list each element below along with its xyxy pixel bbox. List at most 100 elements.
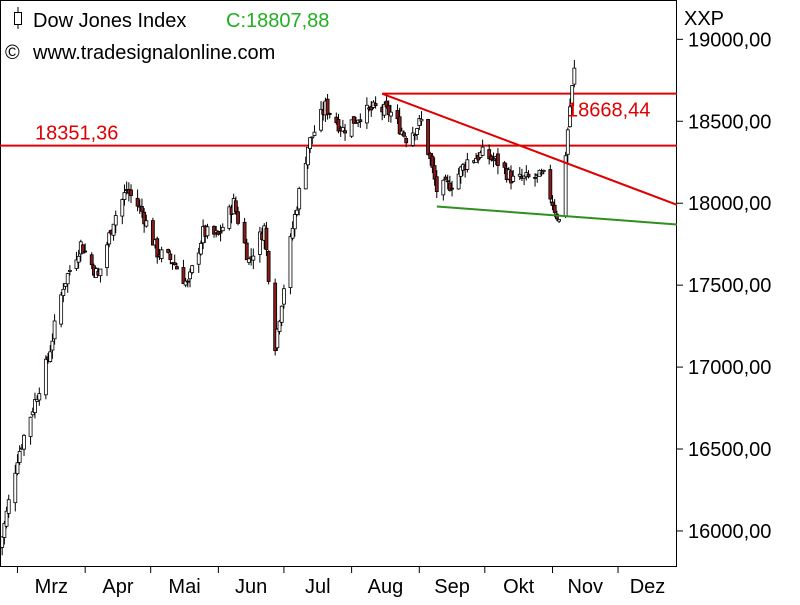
candle-icon — [14, 7, 22, 29]
y-tick-label: 16500,00 — [688, 439, 771, 461]
candle-body — [430, 155, 435, 168]
candle-body — [572, 67, 577, 85]
x-tick-label: Jul — [305, 576, 331, 598]
candle-body — [568, 106, 572, 128]
candle-body — [297, 188, 302, 210]
candle-body — [325, 98, 330, 115]
candle-body — [319, 109, 323, 131]
horizontal-resistance-label: 18351,36 — [35, 123, 118, 145]
candle-body — [306, 146, 310, 166]
descending-trendline — [381, 92, 678, 206]
candle-body — [150, 220, 155, 246]
candle-body — [266, 250, 271, 282]
candle-body — [511, 175, 516, 182]
candle-body — [220, 226, 225, 232]
candle-body — [159, 249, 164, 259]
candle-body — [373, 103, 378, 106]
candle-body — [548, 169, 553, 200]
candle-body — [98, 268, 103, 277]
candle-body — [557, 219, 561, 222]
x-tick-label: Jun — [235, 576, 267, 598]
candle-body — [264, 227, 269, 251]
y-tick-label: 19000,00 — [688, 29, 771, 51]
candle-body — [67, 270, 72, 272]
candle-body — [303, 163, 308, 190]
candle-body — [417, 118, 422, 126]
candle-body — [275, 328, 280, 349]
candle-body — [15, 462, 20, 475]
candle-body — [135, 197, 140, 207]
candle-body — [48, 351, 53, 362]
support-trendline — [436, 205, 678, 226]
candle-body — [487, 149, 492, 160]
candle-body — [188, 271, 192, 280]
candle-body — [539, 172, 544, 175]
candle-body — [434, 176, 439, 193]
candle-body — [445, 180, 450, 183]
candle-body — [382, 103, 387, 116]
candle-body — [13, 472, 18, 504]
candle-body — [541, 169, 546, 172]
candle-body — [517, 173, 522, 177]
candle-body — [336, 119, 341, 132]
candle-body — [83, 250, 88, 253]
candle-body — [443, 176, 448, 180]
y-tick-label: 18000,00 — [688, 193, 771, 215]
candle-body — [474, 157, 478, 163]
candle-body — [290, 227, 295, 239]
candle-body — [142, 211, 147, 225]
x-tick-label: Okt — [503, 576, 535, 598]
candles — [0, 59, 577, 556]
candle-body — [308, 137, 313, 149]
x-tick-label: Sep — [434, 576, 470, 598]
candle-body — [327, 112, 332, 115]
close-value: C:18807,88 — [226, 10, 329, 32]
candle-body — [413, 134, 417, 137]
candle-body — [402, 132, 406, 137]
candle-body — [358, 119, 363, 123]
candle-body — [89, 254, 94, 266]
chart-header: Dow Jones Index C:18807,88 © www.tradesi… — [5, 7, 724, 64]
candle-body — [172, 262, 177, 266]
candle-body — [257, 231, 262, 255]
x-tick-label: Mai — [168, 576, 200, 598]
candle-body — [432, 165, 437, 180]
candle-body — [33, 399, 37, 413]
candle-body — [111, 223, 116, 236]
candle-body — [364, 104, 369, 124]
candle-body — [242, 221, 247, 244]
candle-body — [295, 209, 299, 215]
x-tick-label: Mrz — [35, 576, 68, 598]
x-axis: Mrz Apr Mai Jun Jul Aug Sep Okt Nov Dez — [16, 567, 665, 598]
candle-body — [50, 340, 55, 351]
candle-body — [76, 255, 81, 263]
candle-body — [43, 358, 48, 396]
candle-body — [419, 118, 424, 122]
candle-body — [227, 206, 232, 229]
candle-body — [37, 393, 42, 401]
candle-body — [140, 206, 144, 212]
candle-body — [292, 213, 297, 230]
candle-body — [199, 243, 203, 255]
candle-body — [59, 294, 64, 325]
candle-body — [369, 105, 374, 111]
y-tick-label: 17000,00 — [688, 357, 771, 379]
candle-body — [65, 273, 70, 285]
candle-body — [312, 131, 317, 136]
y-axis: 16000,00 16500,00 17000,00 17500,00 18000,00… — [677, 29, 771, 543]
candle-body — [410, 132, 415, 146]
candle-body — [349, 119, 354, 137]
candle-body — [343, 130, 347, 134]
candle-body — [340, 127, 345, 132]
candle-body — [4, 510, 9, 527]
candle-body — [166, 248, 171, 253]
trend-lines — [381, 92, 678, 226]
candle-body — [113, 215, 118, 226]
chart-title: Dow Jones Index — [33, 10, 186, 32]
candle-body — [277, 320, 282, 332]
candle-body — [273, 282, 278, 352]
y-tick-label: 17500,00 — [688, 275, 771, 297]
candle-body — [30, 411, 35, 416]
